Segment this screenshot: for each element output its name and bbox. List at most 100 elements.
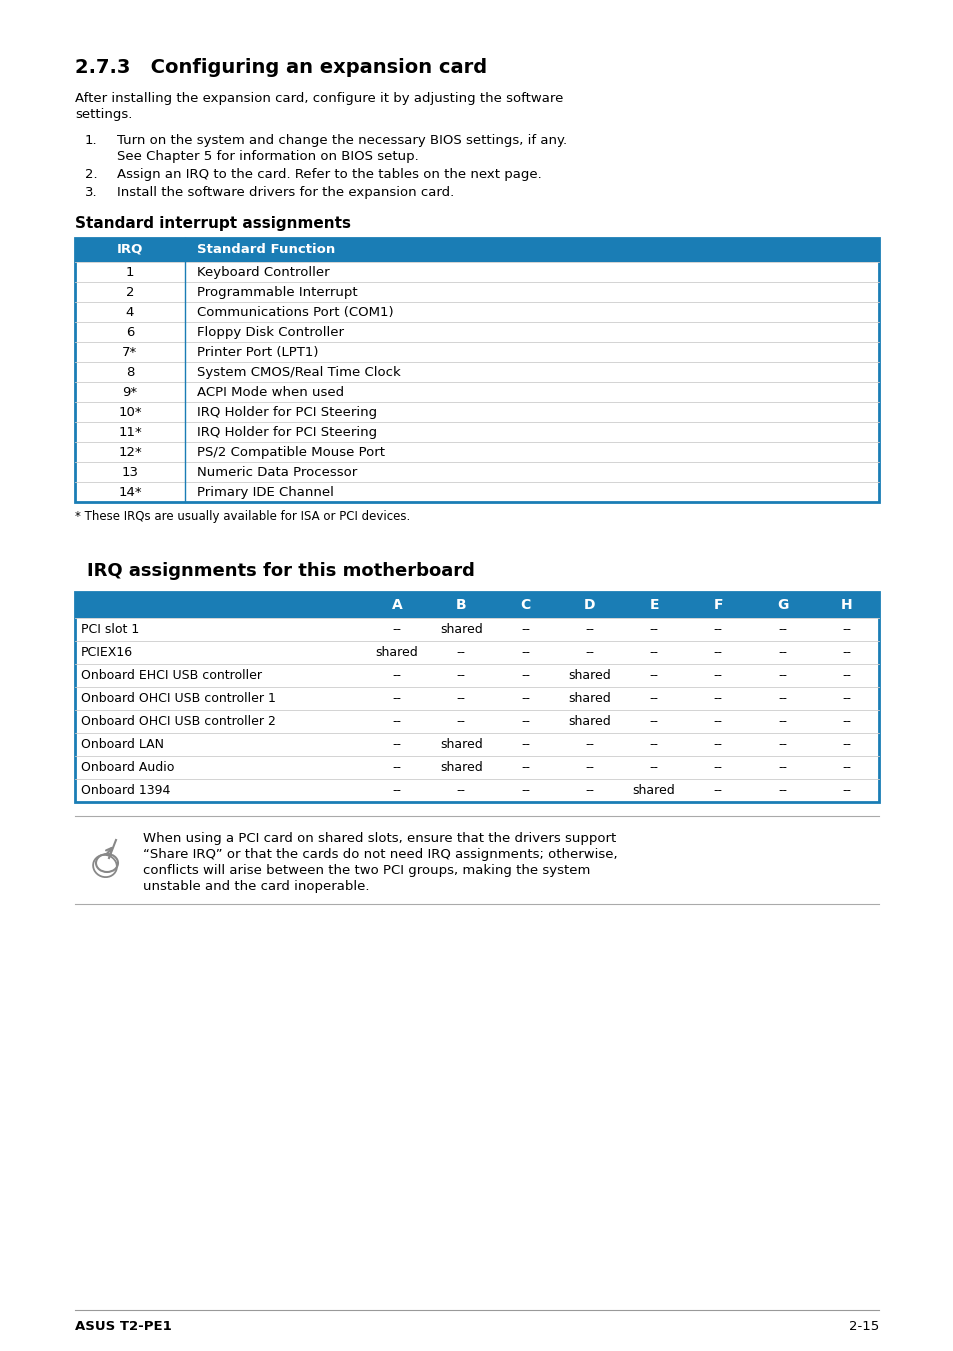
Text: --: -- (393, 761, 401, 774)
Text: --: -- (393, 784, 401, 797)
Text: Numeric Data Processor: Numeric Data Processor (196, 466, 356, 480)
Text: --: -- (393, 692, 401, 705)
Text: --: -- (841, 692, 850, 705)
Text: shared: shared (568, 669, 611, 682)
Text: --: -- (649, 715, 658, 728)
Text: --: -- (649, 692, 658, 705)
Text: Assign an IRQ to the card. Refer to the tables on the next page.: Assign an IRQ to the card. Refer to the … (117, 168, 541, 181)
Text: --: -- (778, 761, 786, 774)
Text: --: -- (585, 784, 594, 797)
Text: 9*: 9* (122, 386, 137, 399)
Text: --: -- (649, 738, 658, 751)
Text: When using a PCI card on shared slots, ensure that the drivers support: When using a PCI card on shared slots, e… (143, 832, 616, 844)
Text: --: -- (841, 623, 850, 636)
Text: --: -- (520, 761, 530, 774)
Text: --: -- (456, 669, 465, 682)
Text: 13: 13 (121, 466, 138, 480)
Text: Programmable Interrupt: Programmable Interrupt (196, 286, 357, 299)
Text: 2: 2 (126, 286, 134, 299)
Text: 12*: 12* (118, 446, 142, 459)
Text: 10*: 10* (118, 407, 142, 419)
Text: PS/2 Compatible Mouse Port: PS/2 Compatible Mouse Port (196, 446, 385, 459)
Text: D: D (583, 598, 595, 612)
Text: * These IRQs are usually available for ISA or PCI devices.: * These IRQs are usually available for I… (75, 509, 410, 523)
Text: shared: shared (439, 623, 482, 636)
Text: --: -- (456, 715, 465, 728)
Text: Onboard EHCI USB controller: Onboard EHCI USB controller (81, 669, 262, 682)
Text: --: -- (841, 738, 850, 751)
Text: --: -- (841, 761, 850, 774)
Text: shared: shared (439, 761, 482, 774)
Text: Standard Function: Standard Function (196, 243, 335, 255)
Text: E: E (649, 598, 659, 612)
Text: Floppy Disk Controller: Floppy Disk Controller (196, 326, 344, 339)
Text: --: -- (456, 646, 465, 659)
Text: Turn on the system and change the necessary BIOS settings, if any.: Turn on the system and change the necess… (117, 134, 566, 147)
Text: shared: shared (568, 692, 611, 705)
Text: C: C (520, 598, 530, 612)
Text: 4: 4 (126, 305, 134, 319)
Text: --: -- (585, 623, 594, 636)
Text: After installing the expansion card, configure it by adjusting the software: After installing the expansion card, con… (75, 92, 563, 105)
Text: --: -- (713, 738, 722, 751)
Text: --: -- (841, 784, 850, 797)
Text: settings.: settings. (75, 108, 132, 122)
Text: Install the software drivers for the expansion card.: Install the software drivers for the exp… (117, 186, 454, 199)
Text: --: -- (649, 623, 658, 636)
Text: IRQ assignments for this motherboard: IRQ assignments for this motherboard (87, 562, 475, 580)
Text: unstable and the card inoperable.: unstable and the card inoperable. (143, 880, 369, 893)
Text: ASUS T2-PE1: ASUS T2-PE1 (75, 1320, 172, 1333)
Text: --: -- (456, 692, 465, 705)
Text: Onboard Audio: Onboard Audio (81, 761, 174, 774)
Text: --: -- (520, 669, 530, 682)
Text: --: -- (713, 715, 722, 728)
Text: Communications Port (COM1): Communications Port (COM1) (196, 305, 394, 319)
Text: shared: shared (375, 646, 418, 659)
Text: “Share IRQ” or that the cards do not need IRQ assignments; otherwise,: “Share IRQ” or that the cards do not nee… (143, 848, 617, 861)
Text: conflicts will arise between the two PCI groups, making the system: conflicts will arise between the two PCI… (143, 865, 590, 877)
Text: Onboard LAN: Onboard LAN (81, 738, 164, 751)
Text: --: -- (520, 738, 530, 751)
Text: --: -- (585, 761, 594, 774)
Text: Keyboard Controller: Keyboard Controller (196, 266, 330, 280)
Text: --: -- (778, 715, 786, 728)
Text: --: -- (393, 623, 401, 636)
Text: --: -- (520, 692, 530, 705)
Text: --: -- (585, 738, 594, 751)
Text: --: -- (393, 738, 401, 751)
Text: --: -- (713, 761, 722, 774)
Text: 8: 8 (126, 366, 134, 380)
Text: --: -- (713, 692, 722, 705)
Text: --: -- (778, 738, 786, 751)
Text: --: -- (649, 646, 658, 659)
Text: IRQ Holder for PCI Steering: IRQ Holder for PCI Steering (196, 407, 376, 419)
Text: shared: shared (568, 715, 611, 728)
Text: Onboard OHCI USB controller 1: Onboard OHCI USB controller 1 (81, 692, 275, 705)
Text: --: -- (778, 692, 786, 705)
Text: System CMOS/Real Time Clock: System CMOS/Real Time Clock (196, 366, 400, 380)
Text: 7*: 7* (122, 346, 137, 359)
Text: See Chapter 5 for information on BIOS setup.: See Chapter 5 for information on BIOS se… (117, 150, 418, 163)
Text: --: -- (841, 715, 850, 728)
Text: 1: 1 (126, 266, 134, 280)
Text: --: -- (520, 646, 530, 659)
Text: IRQ: IRQ (116, 243, 143, 255)
Text: --: -- (841, 669, 850, 682)
Text: 11*: 11* (118, 426, 142, 439)
Text: --: -- (778, 784, 786, 797)
Bar (75, 238, 878, 262)
Text: 6: 6 (126, 326, 134, 339)
Text: F: F (713, 598, 722, 612)
Text: Printer Port (LPT1): Printer Port (LPT1) (196, 346, 318, 359)
Bar (75, 238, 878, 503)
Text: 14*: 14* (118, 486, 142, 499)
Text: IRQ Holder for PCI Steering: IRQ Holder for PCI Steering (196, 426, 376, 439)
Text: --: -- (713, 784, 722, 797)
Text: H: H (841, 598, 852, 612)
Text: Onboard OHCI USB controller 2: Onboard OHCI USB controller 2 (81, 715, 275, 728)
Text: --: -- (520, 784, 530, 797)
Text: 3.: 3. (85, 186, 97, 199)
Text: --: -- (713, 646, 722, 659)
Bar (75, 592, 878, 617)
Text: A: A (392, 598, 402, 612)
